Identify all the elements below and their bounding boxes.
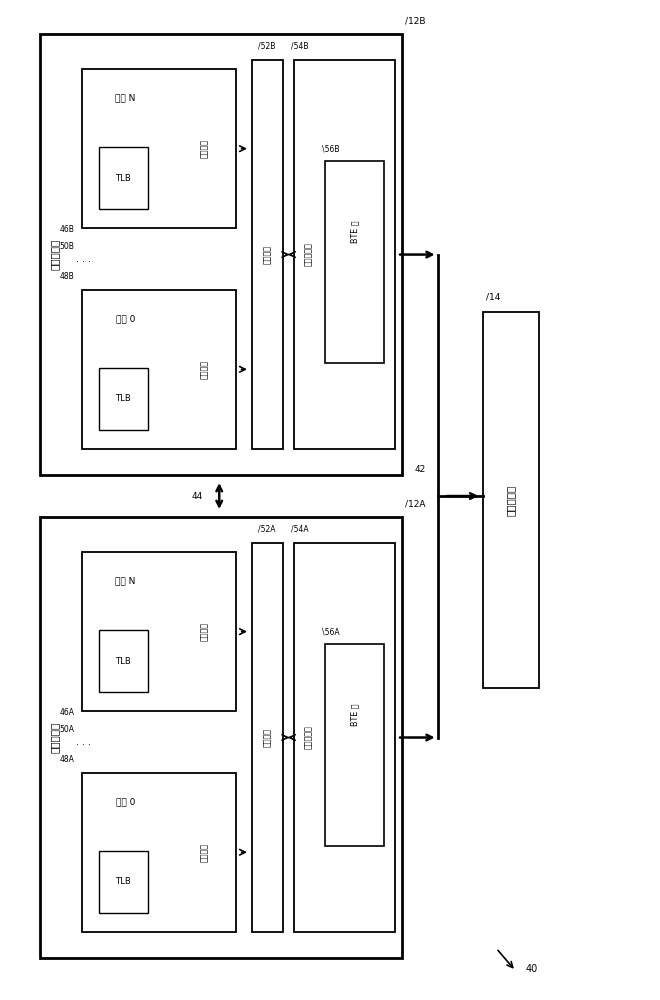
Text: 50A: 50A xyxy=(59,725,75,734)
Text: /52A: /52A xyxy=(257,524,275,533)
Bar xyxy=(325,161,384,363)
Bar xyxy=(325,644,384,846)
Text: 46A: 46A xyxy=(59,708,75,717)
Text: 高速缓存: 高速缓存 xyxy=(201,843,209,862)
Text: 内核 N: 内核 N xyxy=(115,576,135,585)
Bar xyxy=(98,630,148,692)
Text: /14: /14 xyxy=(486,293,501,302)
Bar xyxy=(82,552,236,711)
Text: . . .: . . . xyxy=(75,255,90,264)
Bar xyxy=(82,773,236,932)
Bar xyxy=(252,543,283,932)
Bar xyxy=(98,147,148,209)
Text: 探测抑制块: 探测抑制块 xyxy=(304,726,313,749)
Text: 高速缓存: 高速缓存 xyxy=(201,139,209,158)
Bar xyxy=(252,60,283,449)
Text: \56B: \56B xyxy=(322,144,340,153)
Text: 内核 N: 内核 N xyxy=(115,93,135,102)
Text: 共享存储器: 共享存储器 xyxy=(506,484,516,516)
Text: /54B: /54B xyxy=(291,41,308,50)
Text: 44: 44 xyxy=(191,492,203,501)
Bar xyxy=(98,851,148,913)
Text: 40: 40 xyxy=(525,964,538,974)
Text: TLB: TLB xyxy=(115,877,131,886)
Text: 48B: 48B xyxy=(60,272,75,281)
Text: /12B: /12B xyxy=(405,17,426,26)
Bar xyxy=(40,517,402,958)
Text: 高速缓存: 高速缓存 xyxy=(201,622,209,641)
Text: 高速缓存: 高速缓存 xyxy=(263,245,272,264)
Bar xyxy=(294,60,395,449)
Bar xyxy=(82,290,236,449)
Text: TLB: TLB xyxy=(115,394,131,403)
Text: 内核 0: 内核 0 xyxy=(115,314,135,323)
Text: 探测抑制块: 探测抑制块 xyxy=(304,243,313,266)
Text: 高速缓存: 高速缓存 xyxy=(263,728,272,747)
Text: 48A: 48A xyxy=(59,755,75,764)
Text: 50B: 50B xyxy=(59,242,75,251)
Bar xyxy=(483,312,539,688)
Text: \56A: \56A xyxy=(322,627,340,636)
Text: BTE 表: BTE 表 xyxy=(350,704,359,726)
Text: /12A: /12A xyxy=(405,500,426,509)
Text: BTE 表: BTE 表 xyxy=(350,221,359,243)
Text: 42: 42 xyxy=(414,465,426,474)
Text: 第一处理器: 第一处理器 xyxy=(50,722,59,753)
Bar xyxy=(98,368,148,430)
Text: TLB: TLB xyxy=(115,174,131,183)
Text: . . .: . . . xyxy=(75,738,90,747)
Text: 内核 0: 内核 0 xyxy=(115,797,135,806)
Text: /52B: /52B xyxy=(257,41,275,50)
Bar xyxy=(40,34,402,475)
Text: 高速缓存: 高速缓存 xyxy=(201,360,209,379)
Text: TLB: TLB xyxy=(115,657,131,666)
Text: /54A: /54A xyxy=(291,524,308,533)
Bar xyxy=(82,69,236,228)
Bar xyxy=(294,543,395,932)
Text: 第二处理器: 第二处理器 xyxy=(50,239,59,270)
Text: 46B: 46B xyxy=(59,225,75,234)
